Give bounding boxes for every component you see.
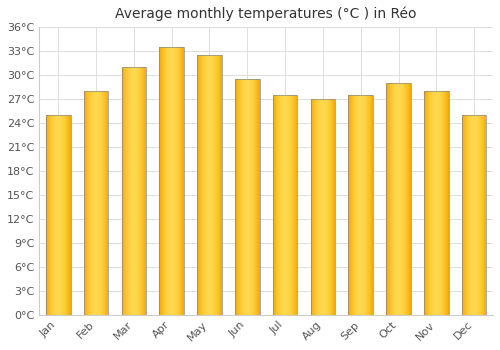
Bar [197, 55, 222, 315]
Bar [348, 95, 373, 315]
Bar [84, 91, 108, 315]
Bar [462, 115, 486, 315]
Bar [46, 115, 70, 315]
Bar [235, 79, 260, 315]
Title: Average monthly temperatures (°C ) in Réo: Average monthly temperatures (°C ) in Ré… [116, 7, 417, 21]
Bar [310, 99, 335, 315]
Bar [122, 67, 146, 315]
Bar [424, 91, 448, 315]
Bar [160, 47, 184, 315]
Bar [386, 83, 411, 315]
Bar [273, 95, 297, 315]
